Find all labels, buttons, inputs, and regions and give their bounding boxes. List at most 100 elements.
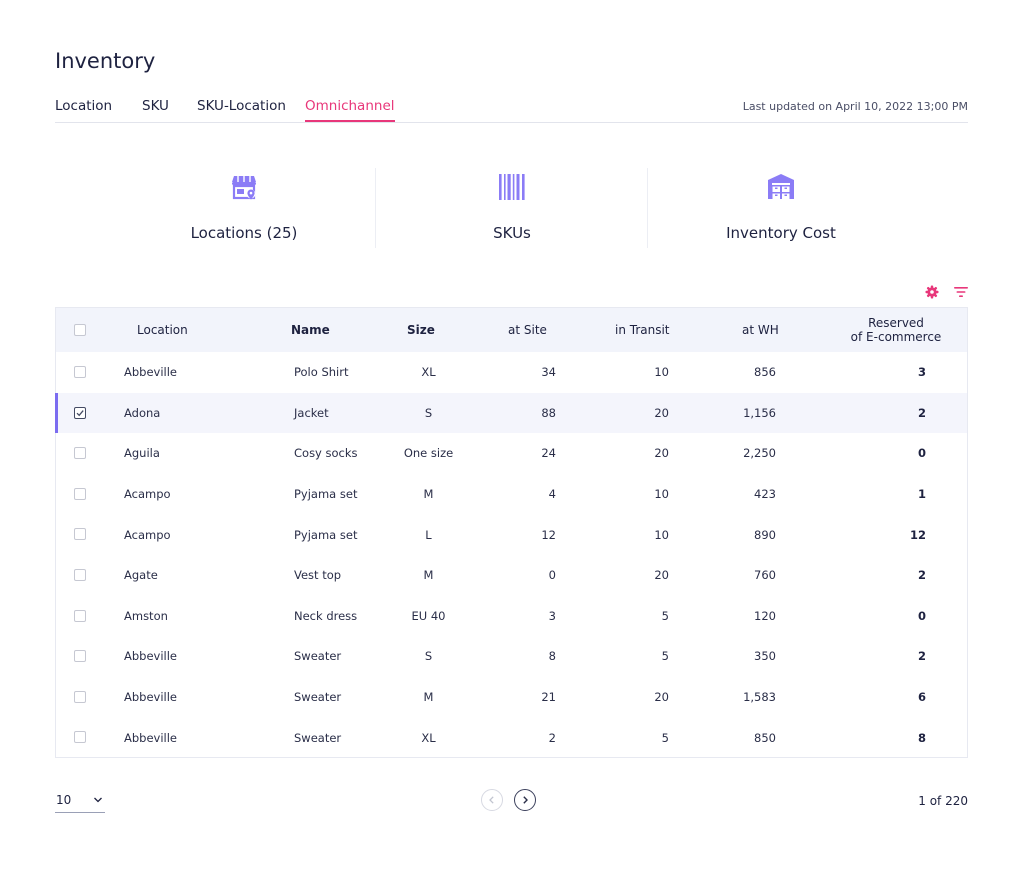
cell-location: Adona bbox=[124, 405, 161, 420]
cell-size: M bbox=[423, 690, 434, 705]
cell-in-transit: 20 bbox=[654, 405, 669, 420]
column-header-in-transit[interactable]: in Transit bbox=[615, 323, 670, 337]
cell-reserved: 8 bbox=[917, 730, 926, 745]
row-checkbox[interactable] bbox=[74, 609, 86, 622]
checkmark-icon bbox=[76, 409, 84, 416]
summary-divider bbox=[375, 168, 376, 248]
tab-sku[interactable]: SKU bbox=[142, 98, 169, 114]
row-checkbox[interactable] bbox=[74, 528, 86, 541]
page-count: 1 of 220 bbox=[918, 794, 968, 808]
cell-at-wh: 850 bbox=[754, 730, 776, 745]
page-size-select[interactable]: 10 bbox=[55, 792, 105, 813]
column-header-at-site[interactable]: at Site bbox=[508, 323, 547, 337]
table-row[interactable]: Acampo Pyjama set M 4 10 423 1 bbox=[56, 474, 967, 515]
row-checkbox[interactable] bbox=[74, 569, 86, 581]
row-checkbox[interactable] bbox=[74, 406, 86, 419]
previous-page-button[interactable] bbox=[481, 789, 503, 811]
cell-size: EU 40 bbox=[411, 608, 446, 623]
cell-location: Abbeville bbox=[124, 649, 178, 664]
cell-size: One size bbox=[403, 446, 454, 461]
tab-omnichannel[interactable]: Omnichannel bbox=[305, 98, 395, 122]
row-checkbox[interactable] bbox=[74, 690, 86, 703]
cell-location: Amston bbox=[124, 608, 168, 623]
gear-icon[interactable] bbox=[925, 285, 939, 299]
cell-in-transit: 5 bbox=[661, 649, 669, 664]
cell-reserved: 2 bbox=[917, 568, 926, 583]
row-checkbox[interactable] bbox=[74, 731, 86, 744]
cell-location: Acampo bbox=[124, 527, 171, 542]
chevron-down-icon bbox=[94, 797, 102, 803]
tab-location[interactable]: Location bbox=[55, 98, 113, 114]
cell-name: Sweater bbox=[294, 649, 342, 664]
table-header: Location Name Size at Site in Transit at… bbox=[56, 308, 967, 352]
cell-location: Aguila bbox=[124, 446, 160, 461]
table-row[interactable]: Abbeville Polo Shirt XL 34 10 856 3 bbox=[56, 352, 967, 393]
cell-at-wh: 1,156 bbox=[743, 405, 776, 420]
last-updated-text: Last updated on April 10, 2022 13;00 PM bbox=[742, 100, 968, 113]
table-row[interactable]: Adona Jacket S 88 20 1,156 2 bbox=[55, 392, 967, 434]
next-page-button[interactable] bbox=[514, 789, 536, 811]
filter-icon[interactable] bbox=[953, 285, 969, 299]
cell-name: Vest top bbox=[294, 568, 342, 583]
column-header-name[interactable]: Name bbox=[291, 323, 330, 337]
cell-name: Jacket bbox=[294, 405, 329, 420]
row-checkbox[interactable] bbox=[74, 366, 86, 378]
cell-location: Agate bbox=[124, 568, 158, 583]
table-row[interactable]: Abbeville Sweater M 21 20 1,583 6 bbox=[56, 677, 967, 718]
page-size-value: 10 bbox=[56, 793, 72, 807]
cell-at-wh: 120 bbox=[754, 608, 776, 623]
cell-at-wh: 350 bbox=[754, 649, 776, 664]
barcode-icon bbox=[499, 174, 525, 200]
page-title: Inventory bbox=[55, 49, 156, 73]
cell-name: Pyjama set bbox=[294, 527, 358, 542]
table-toolbar bbox=[922, 285, 972, 301]
row-checkbox[interactable] bbox=[74, 447, 86, 460]
column-header-location[interactable]: Location bbox=[137, 323, 188, 337]
cell-name: Sweater bbox=[294, 730, 342, 745]
table-row[interactable]: Abbeville Sweater S 8 5 350 2 bbox=[56, 636, 967, 677]
summary-label-locations: Locations (25) bbox=[190, 224, 298, 242]
summary-card-locations: Locations (25) bbox=[110, 168, 378, 248]
cell-name: Sweater bbox=[294, 690, 342, 705]
cell-in-transit: 10 bbox=[654, 365, 669, 380]
cell-in-transit: 10 bbox=[654, 527, 669, 542]
summary-divider bbox=[647, 168, 648, 248]
cell-location: Abbeville bbox=[124, 690, 178, 705]
table-row[interactable]: Abbeville Sweater XL 2 5 850 8 bbox=[56, 717, 967, 758]
summary-cards: Locations (25) SKUs Inventory Cost bbox=[110, 168, 915, 248]
select-all-checkbox[interactable] bbox=[74, 324, 86, 336]
cell-reserved: 2 bbox=[917, 405, 926, 420]
cell-size: S bbox=[424, 405, 433, 420]
cell-location: Abbeville bbox=[124, 730, 178, 745]
row-checkbox[interactable] bbox=[74, 650, 86, 663]
cell-size: M bbox=[423, 568, 434, 583]
cell-at-site: 24 bbox=[541, 446, 556, 461]
table-row[interactable]: Agate Vest top M 0 20 760 2 bbox=[56, 555, 967, 596]
cell-at-wh: 760 bbox=[754, 568, 776, 583]
column-header-size[interactable]: Size bbox=[407, 323, 435, 337]
store-location-icon bbox=[232, 176, 256, 200]
tab-sku-location[interactable]: SKU-Location bbox=[197, 98, 286, 114]
warehouse-icon bbox=[768, 174, 794, 199]
cell-in-transit: 5 bbox=[661, 730, 669, 745]
table-row[interactable]: Acampo Pyjama set L 12 10 890 12 bbox=[56, 514, 967, 555]
chevron-right-icon bbox=[523, 796, 528, 804]
cell-at-site: 12 bbox=[541, 527, 556, 542]
column-header-at-wh[interactable]: at WH bbox=[742, 323, 779, 337]
cell-at-wh: 1,583 bbox=[743, 690, 776, 705]
cell-reserved: 1 bbox=[917, 487, 926, 502]
cell-at-site: 88 bbox=[541, 405, 556, 420]
cell-at-site: 4 bbox=[548, 487, 556, 502]
row-checkbox[interactable] bbox=[74, 487, 86, 500]
table-row[interactable]: Aguila Cosy socks One size 24 20 2,250 0 bbox=[56, 433, 967, 474]
cell-name: Neck dress bbox=[294, 608, 358, 623]
column-header-reserved[interactable]: Reserved of E-commerce bbox=[831, 308, 961, 352]
cell-size: S bbox=[424, 649, 433, 664]
column-header-reserved-line2: of E-commerce bbox=[850, 330, 942, 344]
cell-reserved: 6 bbox=[917, 690, 926, 705]
table-row[interactable]: Amston Neck dress EU 40 3 5 120 0 bbox=[56, 596, 967, 637]
cell-at-wh: 856 bbox=[754, 365, 776, 380]
summary-card-skus: SKUs bbox=[378, 168, 646, 248]
cell-in-transit: 20 bbox=[654, 446, 669, 461]
cell-at-wh: 423 bbox=[754, 487, 776, 502]
